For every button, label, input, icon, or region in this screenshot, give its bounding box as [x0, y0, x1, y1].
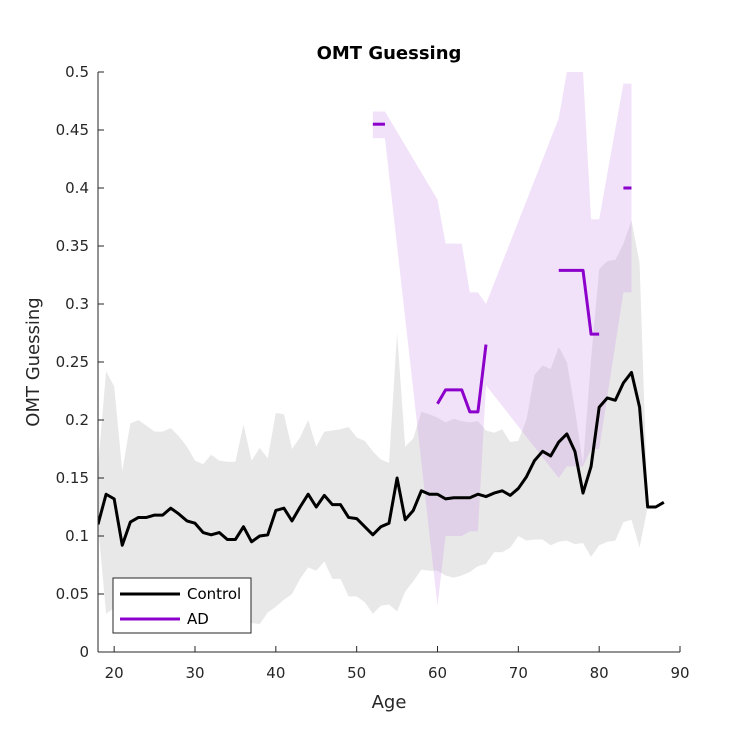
y-tick-label: 0.4 — [65, 179, 89, 197]
legend-label-control: Control — [187, 585, 241, 603]
x-tick-label: 20 — [105, 664, 124, 682]
control-confidence-band — [98, 220, 664, 627]
y-tick-label: 0.15 — [56, 469, 89, 487]
y-tick-label: 0.35 — [56, 237, 89, 255]
y-tick-label: 0.5 — [65, 63, 89, 81]
x-tick-label: 40 — [266, 664, 285, 682]
x-tick-label: 50 — [347, 664, 366, 682]
x-tick-label: 90 — [670, 664, 689, 682]
ad-series-segment — [436, 344, 488, 414]
legend-box — [112, 577, 252, 634]
x-tick-label: 60 — [428, 664, 447, 682]
x-tick-label: 30 — [185, 664, 204, 682]
ad-series-segment — [558, 268, 600, 336]
y-tick-label: 0.2 — [65, 411, 89, 429]
y-axis-label: OMT Guessing — [23, 297, 44, 426]
y-tick-label: 0.05 — [56, 585, 89, 603]
y-tick-label: 0.3 — [65, 295, 89, 313]
x-tick-label: 80 — [590, 664, 609, 682]
y-tick-label: 0.45 — [56, 121, 89, 139]
legend: Control AD — [112, 577, 252, 634]
control-series-line — [98, 370, 665, 547]
y-tick-label: 0.1 — [65, 527, 89, 545]
x-tick-label: 70 — [509, 664, 528, 682]
y-tick-label: 0 — [79, 643, 89, 661]
x-axis-label: Age — [372, 692, 407, 713]
ad-confidence-band — [372, 72, 632, 606]
y-tick-label: 0.25 — [56, 353, 89, 371]
chart-title: OMT Guessing — [317, 43, 462, 64]
legend-label-ad: AD — [187, 610, 209, 628]
